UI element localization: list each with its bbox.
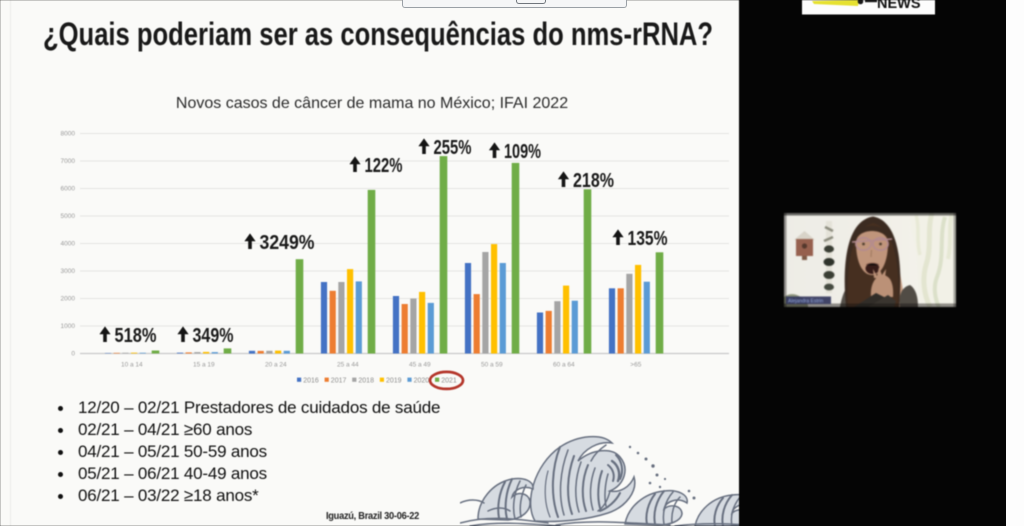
svg-text:5000: 5000	[61, 213, 76, 220]
svg-text:1000: 1000	[61, 323, 76, 330]
svg-text:Alejandra Estrin: Alejandra Estrin	[788, 298, 824, 304]
svg-text:2016: 2016	[303, 378, 319, 385]
svg-text:2018: 2018	[358, 378, 374, 385]
svg-text:122%: 122%	[365, 155, 403, 177]
svg-text:2019: 2019	[386, 378, 402, 385]
svg-text:109%: 109%	[504, 141, 541, 163]
svg-text:2017: 2017	[331, 378, 347, 385]
svg-text:>65: >65	[630, 362, 641, 369]
svg-text:NEWS: NEWS	[877, 0, 921, 12]
svg-text:135%: 135%	[628, 228, 668, 250]
svg-text:2020: 2020	[414, 378, 430, 385]
svg-text:518%: 518%	[115, 325, 157, 347]
svg-text:25 a 44: 25 a 44	[337, 362, 359, 369]
svg-text:2000: 2000	[61, 296, 76, 303]
svg-text:50 a 59: 50 a 59	[481, 362, 503, 369]
svg-text:60 a 64: 60 a 64	[553, 362, 575, 369]
svg-text:20 a 24: 20 a 24	[265, 362, 287, 369]
svg-text:6000: 6000	[61, 186, 76, 193]
svg-text:7000: 7000	[61, 158, 76, 165]
svg-text:15 a 19: 15 a 19	[193, 362, 215, 369]
svg-text:10 a 14: 10 a 14	[121, 362, 143, 369]
svg-text:8000: 8000	[61, 131, 76, 138]
svg-text:0: 0	[71, 351, 75, 358]
svg-text:218%: 218%	[573, 170, 614, 192]
svg-text:255%: 255%	[434, 137, 472, 159]
svg-text:2021: 2021	[441, 378, 457, 385]
svg-text:3249%: 3249%	[260, 232, 315, 254]
svg-text:4000: 4000	[61, 241, 76, 248]
svg-text:349%: 349%	[193, 325, 234, 347]
svg-text:45 a 49: 45 a 49	[409, 362, 431, 369]
svg-text:3000: 3000	[61, 268, 76, 275]
